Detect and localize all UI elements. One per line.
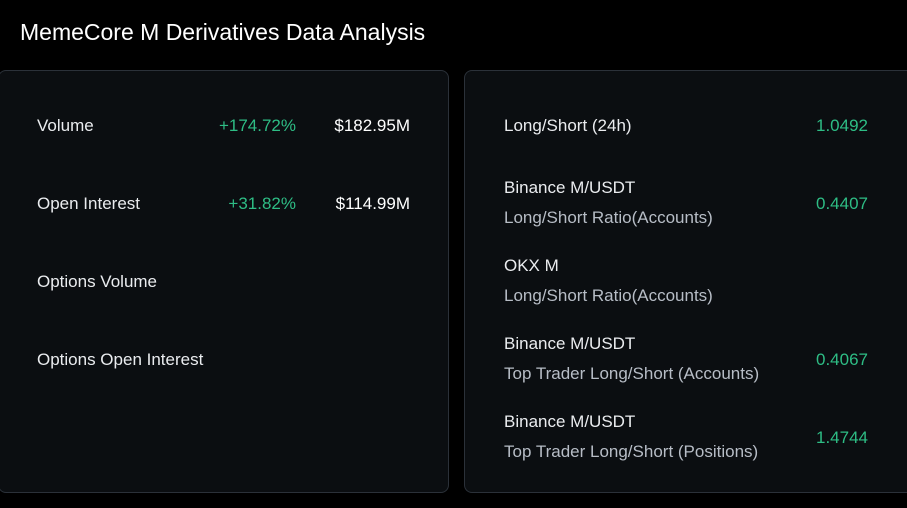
volume-row: Volume +174.72% $182.95M [0,111,448,141]
long-short-24h-value: 1.0492 [816,116,868,135]
okx-accounts-ratio-sublabel: Long/Short Ratio(Accounts) [504,286,713,305]
binance-top-trader-positions-row: Binance M/USDT Top Trader Long/Short (Po… [465,407,907,467]
long-short-24h-label: Long/Short (24h) [504,116,632,135]
open-interest-row: Open Interest +31.82% $114.99M [0,189,448,219]
binance-accounts-ratio-label: Binance M/USDT [504,178,636,197]
binance-top-trader-accounts-value: 0.4067 [816,350,868,369]
binance-top-trader-positions-sublabel: Top Trader Long/Short (Positions) [504,442,759,461]
open-interest-change: +31.82% [228,194,296,213]
okx-accounts-ratio-row: OKX M Long/Short Ratio(Accounts) [465,251,907,311]
binance-top-trader-positions-label: Binance M/USDT [504,412,636,431]
options-open-interest-label: Options Open Interest [37,350,204,369]
okx-accounts-ratio-label: OKX M [504,256,559,275]
market-data-card: Volume +174.72% $182.95M Open Interest +… [0,70,449,493]
volume-label: Volume [37,116,94,135]
binance-accounts-ratio-value: 0.4407 [816,194,868,213]
binance-accounts-ratio-row: Binance M/USDT Long/Short Ratio(Accounts… [465,173,907,233]
volume-value: $182.95M [334,116,410,135]
binance-accounts-ratio-sublabel: Long/Short Ratio(Accounts) [504,208,713,227]
open-interest-value: $114.99M [335,194,410,213]
page-title: MemeCore M Derivatives Data Analysis [20,19,426,45]
options-open-interest-row: Options Open Interest [0,345,448,375]
long-short-card: Long/Short (24h) 1.0492 Binance M/USDT L… [464,70,907,493]
open-interest-label: Open Interest [37,194,141,213]
volume-change: +174.72% [218,116,296,135]
binance-top-trader-accounts-row: Binance M/USDT Top Trader Long/Short (Ac… [465,329,907,389]
binance-top-trader-accounts-label: Binance M/USDT [504,334,636,353]
long-short-24h-row: Long/Short (24h) 1.0492 [465,111,907,141]
binance-top-trader-positions-value: 1.4744 [816,428,868,447]
binance-top-trader-accounts-sublabel: Top Trader Long/Short (Accounts) [504,364,760,383]
options-volume-label: Options Volume [37,272,158,291]
options-volume-row: Options Volume [0,267,448,297]
